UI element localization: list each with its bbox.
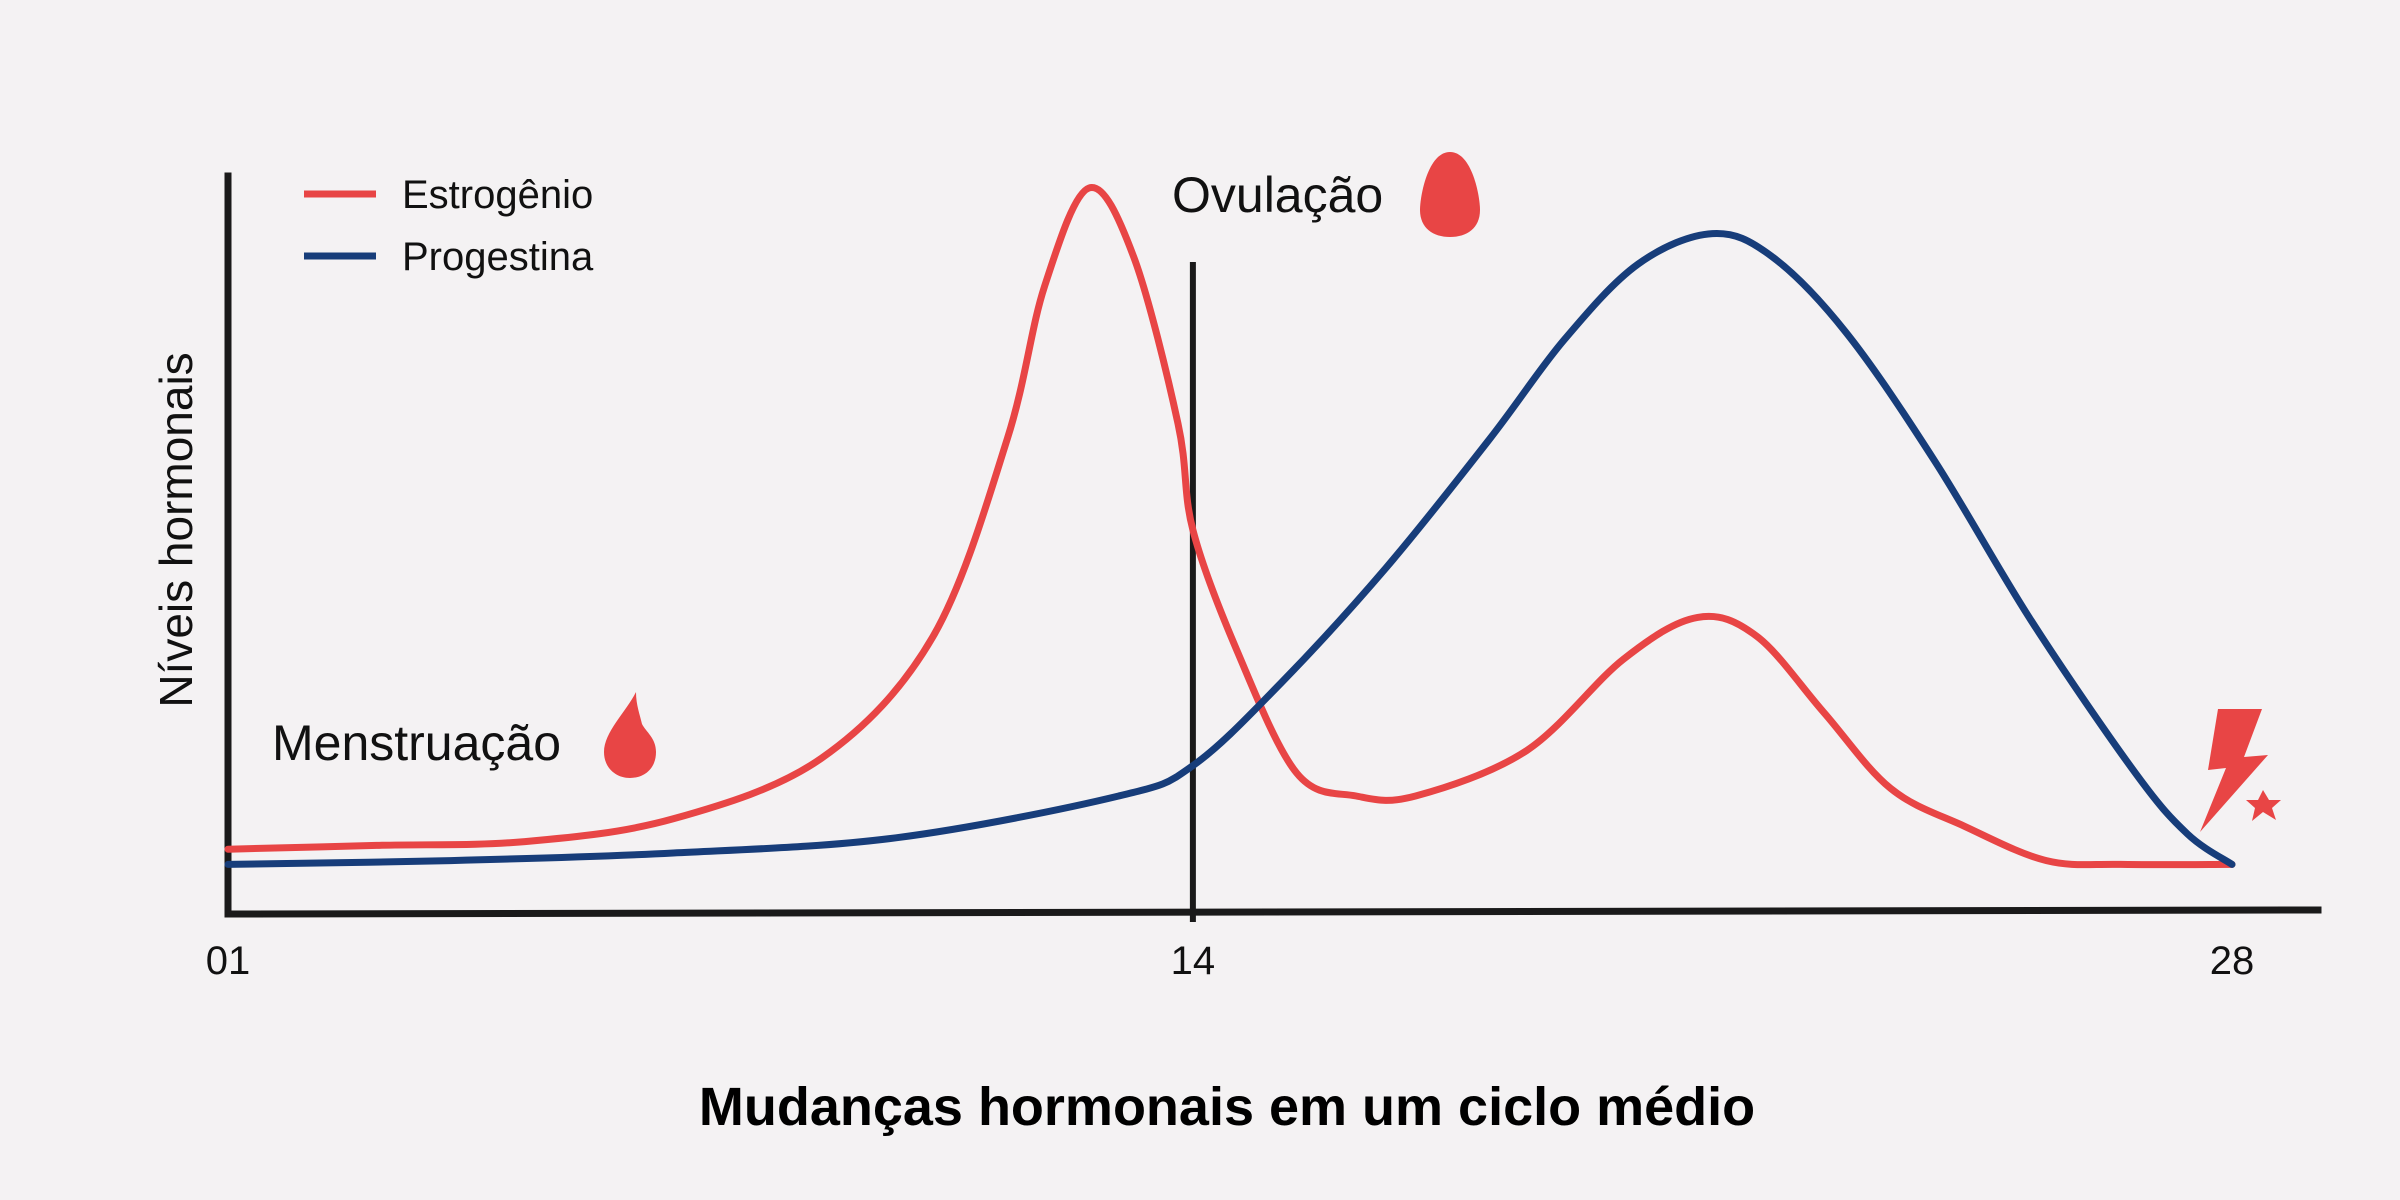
x-tick-label: 01 — [206, 939, 251, 983]
ovulation-label: Ovulação — [1172, 167, 1383, 223]
x-tick-label: 14 — [1171, 939, 1216, 983]
x-axis-title: Mudanças hormonais em um ciclo médio — [699, 1077, 1755, 1137]
series-line-estrogenio — [224, 184, 2236, 869]
menstruation-label: Menstruação — [272, 715, 561, 771]
series-line-progestina — [224, 229, 2236, 868]
egg-icon — [1420, 152, 1480, 237]
blood-drop-icon — [604, 692, 656, 778]
star-icon — [2246, 790, 2281, 821]
series-lines — [224, 184, 2236, 869]
legend: Estrogênio Progestina — [304, 173, 594, 279]
y-axis-title: Níveis hormonais — [150, 352, 202, 707]
x-axis — [224, 906, 2322, 918]
legend-label-progestina: Progestina — [402, 235, 594, 279]
lightning-icon — [2200, 709, 2268, 832]
x-tick-label: 28 — [2210, 939, 2255, 983]
legend-label-estrogenio: Estrogênio — [402, 173, 593, 217]
x-tick-labels: 01 14 28 — [206, 939, 2255, 983]
